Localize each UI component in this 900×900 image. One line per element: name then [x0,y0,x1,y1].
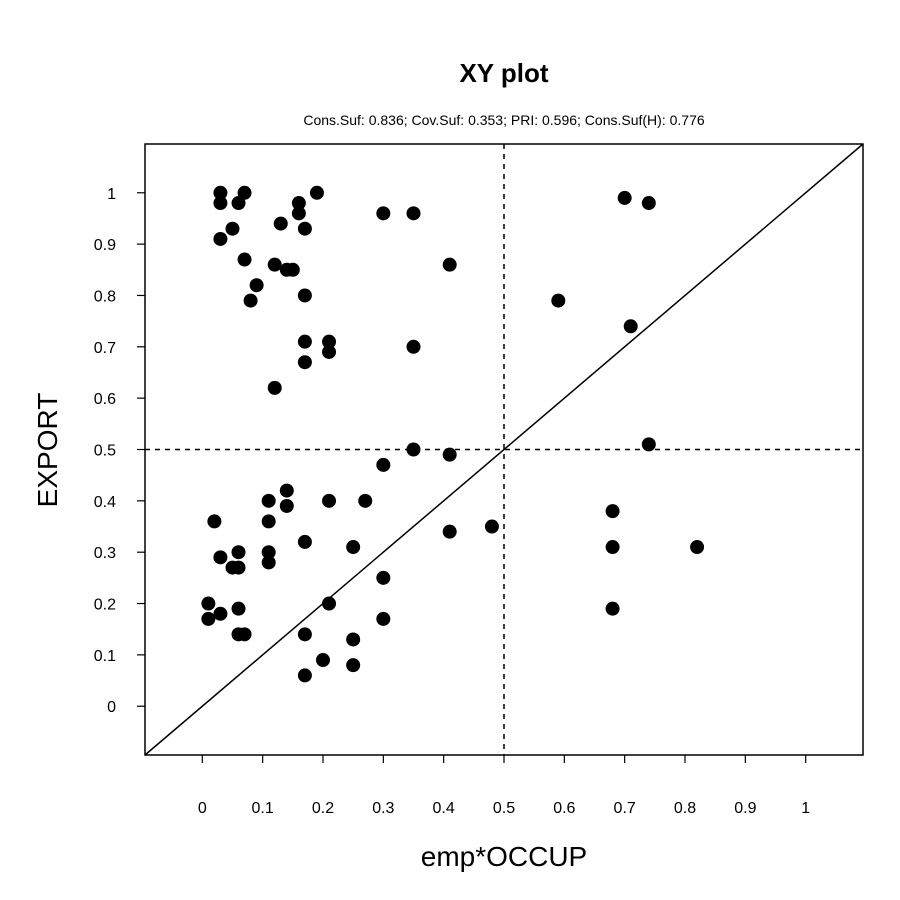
x-tick-label: 0.8 [674,800,696,817]
data-point [376,611,391,626]
data-point [605,504,620,519]
data-point [279,483,294,498]
data-point [322,493,337,508]
data-point [346,632,361,647]
y-tick-label: 0.8 [94,288,116,305]
chart-subtitle: Cons.Suf: 0.836; Cov.Suf: 0.353; PRI: 0.… [303,112,705,128]
y-tick-label: 0.3 [94,545,116,562]
data-point [231,545,246,560]
data-point [267,257,282,272]
data-point [207,514,222,529]
data-point [297,334,312,349]
data-point [297,668,312,683]
x-tick-label: 0.4 [433,800,455,817]
data-point [261,555,276,570]
data-point [291,196,306,211]
data-point [225,221,240,236]
plot-area: 0 0.1 0.2 0.3 0.4 0.5 0.6 0.7 0.8 0.9 1 0 0.1 0.2 0.3 0… [94,143,864,817]
data-point [213,606,228,621]
chart-title: XY plot [459,58,548,88]
data-point [243,293,258,308]
data-point [237,185,252,200]
data-point [297,627,312,642]
data-point [231,601,246,616]
data-point [406,206,421,221]
data-point [406,442,421,457]
data-point [641,196,656,211]
data-point [641,437,656,452]
x-tick-label: 0.3 [372,800,394,817]
data-point [237,252,252,267]
x-tick-label: 0.2 [312,800,334,817]
data-point [231,196,246,211]
data-point [551,293,566,308]
data-point [237,627,252,642]
data-point [322,596,337,611]
data-point [231,560,246,575]
y-tick-label: 0.1 [94,648,116,665]
x-tick-label: 0.6 [553,800,575,817]
diagonal-reference-line [144,143,864,756]
x-tick-label: 1 [801,800,810,817]
data-point [267,380,282,395]
x-tick-label: 0.1 [252,800,274,817]
data-point [322,344,337,359]
data-point [297,355,312,370]
data-point [291,206,306,221]
y-tick-label: 0.4 [94,494,116,511]
data-point [213,550,228,565]
data-point [346,658,361,673]
data-point [358,493,373,508]
data-point [297,534,312,549]
data-point [297,288,312,303]
data-point [285,262,300,277]
y-axis-title: EXPORT [32,393,63,508]
y-tick-label: 0.6 [94,391,116,408]
data-point [249,278,264,293]
data-point [442,447,457,462]
data-point [623,319,638,334]
data-point [213,231,228,246]
y-tick-label: 0.2 [94,597,116,614]
data-point [315,653,330,668]
data-point [605,540,620,555]
y-tick-label: 1 [107,186,116,203]
data-point [201,596,216,611]
data-point [690,540,705,555]
x-tick-label: 0.9 [734,800,756,817]
data-point [201,611,216,626]
y-tick-label: 0.9 [94,237,116,254]
data-point [309,185,324,200]
x-tick-label: 0.7 [614,800,636,817]
data-point [322,334,337,349]
data-point [376,206,391,221]
data-point [442,524,457,539]
x-tick-label: 0 [198,800,207,817]
data-point [617,190,632,205]
data-point [605,601,620,616]
data-point [213,196,228,211]
data-point [279,498,294,513]
data-point [376,570,391,585]
data-point [346,540,361,555]
data-point [261,545,276,560]
data-point [297,221,312,236]
data-point [442,257,457,272]
data-point [484,519,499,534]
data-point [273,216,288,231]
data-point [406,339,421,354]
y-tick-label: 0 [107,699,116,716]
x-tick-label: 0.5 [493,800,515,817]
y-tick-label: 0.5 [94,443,116,460]
data-point [261,514,276,529]
data-point [261,493,276,508]
data-point [376,457,391,472]
x-axis-title: emp*OCCUP [421,841,587,872]
data-point [213,185,228,200]
y-tick-label: 0.7 [94,340,116,357]
